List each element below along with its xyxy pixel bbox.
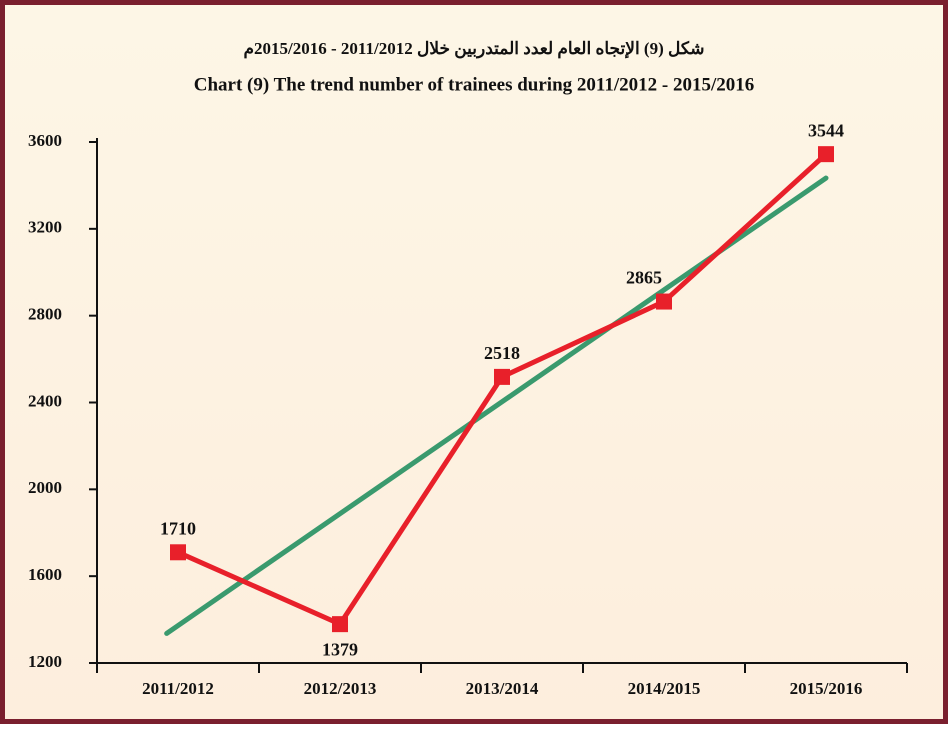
marker bbox=[170, 544, 186, 561]
chart-subtitle: Chart (9) The trend number of trainees d… bbox=[194, 74, 755, 95]
marker bbox=[818, 146, 834, 163]
y-tick-label: 3200 bbox=[28, 218, 62, 237]
y-tick-label: 2800 bbox=[28, 305, 62, 324]
y-tick-label: 2000 bbox=[28, 478, 62, 497]
x-tick-label: 2015/2016 bbox=[790, 679, 863, 698]
marker bbox=[332, 616, 348, 633]
marker bbox=[656, 293, 672, 310]
x-tick-label: 2013/2014 bbox=[466, 679, 539, 698]
x-tick-label: 2011/2012 bbox=[142, 679, 214, 698]
y-tick-label: 3600 bbox=[28, 131, 62, 150]
data-label: 2865 bbox=[626, 268, 662, 288]
y-tick-label: 2400 bbox=[28, 391, 62, 410]
y-tick-label: 1200 bbox=[28, 652, 62, 671]
data-label: 2518 bbox=[484, 343, 520, 363]
data-label: 1379 bbox=[322, 639, 358, 659]
chart-title: شكل (9) الإتجاه العام لعدد المتدربين خلا… bbox=[243, 39, 704, 59]
x-tick-label: 2014/2015 bbox=[628, 679, 701, 698]
data-label: 3544 bbox=[808, 120, 844, 140]
x-tick-label: 2012/2013 bbox=[304, 679, 377, 698]
data-label: 1710 bbox=[160, 518, 196, 538]
marker bbox=[494, 368, 510, 385]
y-tick-label: 1600 bbox=[28, 565, 62, 584]
